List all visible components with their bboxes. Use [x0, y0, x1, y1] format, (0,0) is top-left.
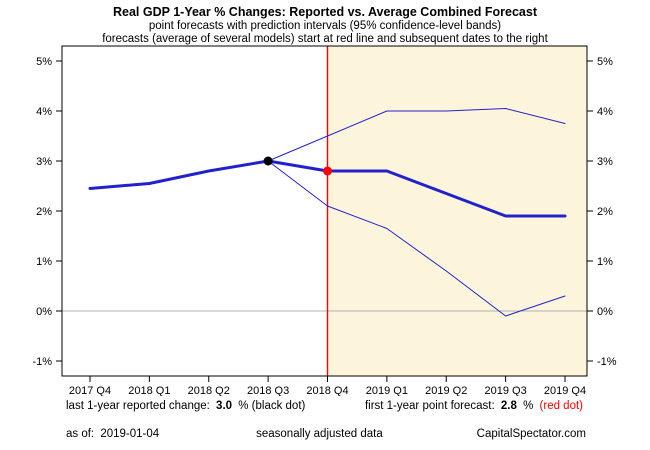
x-axis-tick-label: 2019 Q4 [544, 385, 586, 396]
reported-change-suffix: % (black dot) [238, 400, 306, 412]
x-axis-tick-label: 2019 Q1 [366, 385, 408, 396]
y-axis-tick-label: 1% [36, 256, 52, 268]
y-axis-tick-label: 4% [36, 106, 52, 118]
x-axis-tick-label: 2018 Q2 [188, 385, 230, 396]
y-axis-tick-label: 0% [36, 306, 52, 318]
x-axis-tick-label: 2018 Q1 [128, 385, 170, 396]
y-axis-tick-label: 3% [36, 156, 52, 168]
point-forecast-note: first 1-year point forecast: 2.8 % (red … [365, 400, 586, 412]
y-axis-tick-label: 1% [597, 256, 613, 268]
x-axis-tick-label: 2019 Q2 [425, 385, 467, 396]
forecast-red-dot [323, 166, 332, 176]
footer-annotations: last 1-year reported change: 3.0 % (blac… [66, 400, 586, 412]
reported-black-dot [263, 156, 273, 166]
y-axis-tick-label: 5% [597, 56, 613, 68]
x-axis-tick-label: 2018 Q3 [247, 385, 289, 396]
y-axis-tick-label: 2% [597, 206, 613, 218]
x-axis-tick-label: 2017 Q4 [69, 385, 111, 396]
reported-change-label: last 1-year reported change: [66, 400, 210, 412]
y-axis-tick-label: 3% [597, 156, 613, 168]
chart-subtitle-1: point forecasts with prediction interval… [148, 20, 502, 32]
x-axis-tick-label: 2019 Q3 [485, 385, 527, 396]
as-of-label: as of: [66, 428, 95, 440]
seasonal-adjustment-note: seasonally adjusted data [256, 428, 383, 440]
series-upper-prediction-band [267, 108, 566, 162]
gdp-chart-svg: -1% -1% 0% 0% 1% 1% 2% 2% 3% 3% 4% 4% 5% 5% 2017 Q4 201… [32, 45, 617, 396]
series-lower-prediction-band [267, 160, 566, 317]
y-axis-tick-label: -1% [597, 356, 617, 368]
red-dot-note: (red dot) [539, 400, 583, 412]
credit-text: CapitalSpectator.com [476, 428, 586, 440]
y-axis-tick-label: 0% [597, 306, 613, 318]
reported-change-note: last 1-year reported change: 3.0 % (blac… [66, 400, 308, 412]
y-axis-tick-label: 2% [36, 206, 52, 218]
y-axis-tick-label: 5% [36, 56, 52, 68]
y-axis-tick-label: -1% [32, 356, 52, 368]
chart-subtitle-2: forecasts (average of several models) st… [102, 33, 548, 45]
point-forecast-suffix: % [523, 400, 534, 412]
y-axis-tick-label: 4% [597, 106, 613, 118]
reported-change-value: 3.0 [216, 400, 233, 412]
forecast-shade-region [327, 46, 587, 376]
chart-title: Real GDP 1-Year % Changes: Reported vs. … [113, 5, 537, 19]
as-of-value: 2019-01-04 [100, 428, 160, 440]
footer-meta: as of: 2019-01-04 seasonally adjusted da… [66, 428, 586, 440]
point-forecast-label: first 1-year point forecast: [364, 400, 495, 412]
x-axis-tick-label: 2018 Q4 [306, 385, 348, 396]
point-forecast-value: 2.8 [500, 400, 517, 412]
as-of-note: as of: 2019-01-04 [66, 428, 162, 440]
